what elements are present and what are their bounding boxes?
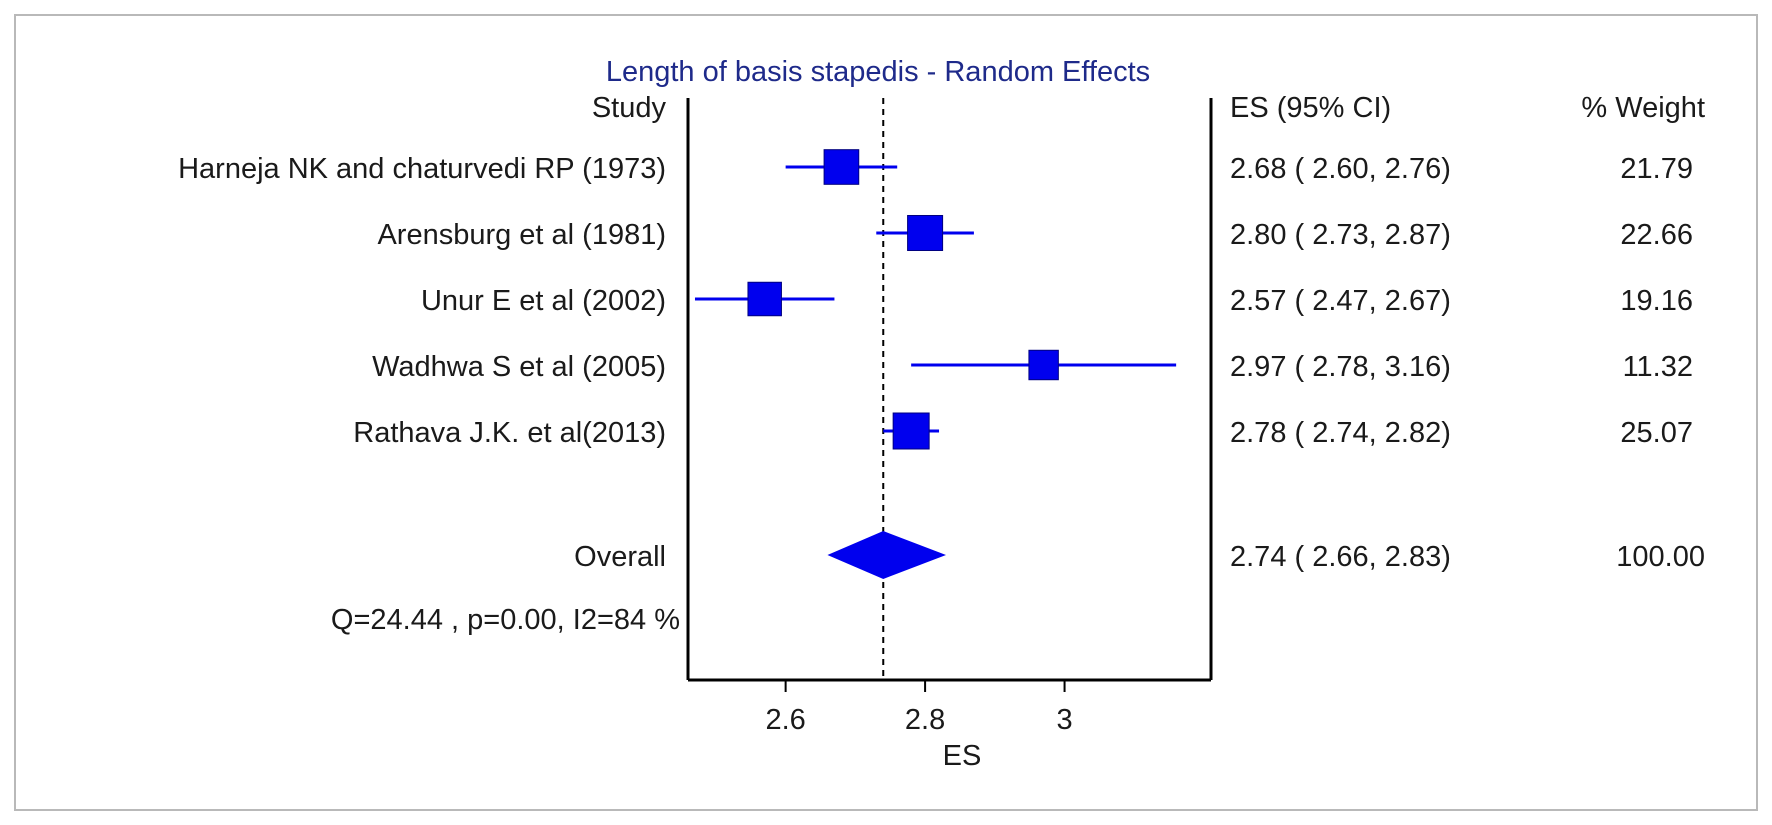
study-effect-square (892, 412, 930, 450)
weight-column-header: % Weight (1581, 92, 1705, 124)
study-es-ci: 2.80 ( 2.73, 2.87) (1230, 219, 1451, 251)
study-effect-square (907, 214, 944, 252)
study-es-ci: 2.78 ( 2.74, 2.82) (1230, 417, 1451, 449)
study-es-ci: 2.57 ( 2.47, 2.67) (1230, 285, 1451, 317)
study-column-header: Study (592, 92, 667, 124)
study-weight: 22.66 (1620, 219, 1693, 251)
chart-title: Length of basis stapedis - Random Effect… (606, 56, 1150, 88)
overall-es-ci: 2.74 ( 2.66, 2.83) (1230, 541, 1451, 573)
study-weight: 25.07 (1620, 417, 1693, 449)
study-effect-square (823, 149, 860, 185)
x-axis-label: ES (943, 740, 982, 772)
overall-diamond (827, 531, 947, 579)
study-effect-square (1028, 349, 1059, 381)
study-label: Unur E et al (2002) (421, 285, 666, 317)
x-tick-label: 3 (1056, 704, 1072, 736)
heterogeneity-stats: Q=24.44 , p=0.00, I2=84 % (331, 604, 680, 636)
study-label: Harneja NK and chaturvedi RP (1973) (178, 153, 666, 185)
es-ci-column-header: ES (95% CI) (1230, 92, 1391, 124)
study-label: Wadhwa S et al (2005) (372, 351, 666, 383)
study-label: Rathava J.K. et al(2013) (353, 417, 666, 449)
study-weight: 21.79 (1620, 153, 1693, 185)
overall-weight: 100.00 (1616, 541, 1705, 573)
study-label: Arensburg et al (1981) (377, 219, 666, 251)
overall-label: Overall (574, 541, 666, 573)
study-weight: 19.16 (1620, 285, 1693, 317)
study-es-ci: 2.68 ( 2.60, 2.76) (1230, 153, 1451, 185)
study-effect-square (747, 281, 782, 317)
x-tick-label: 2.8 (905, 704, 945, 736)
study-es-ci: 2.97 ( 2.78, 3.16) (1230, 351, 1451, 383)
x-tick-label: 2.6 (765, 704, 805, 736)
figure-frame (14, 14, 1758, 811)
study-weight: 11.32 (1623, 351, 1693, 383)
